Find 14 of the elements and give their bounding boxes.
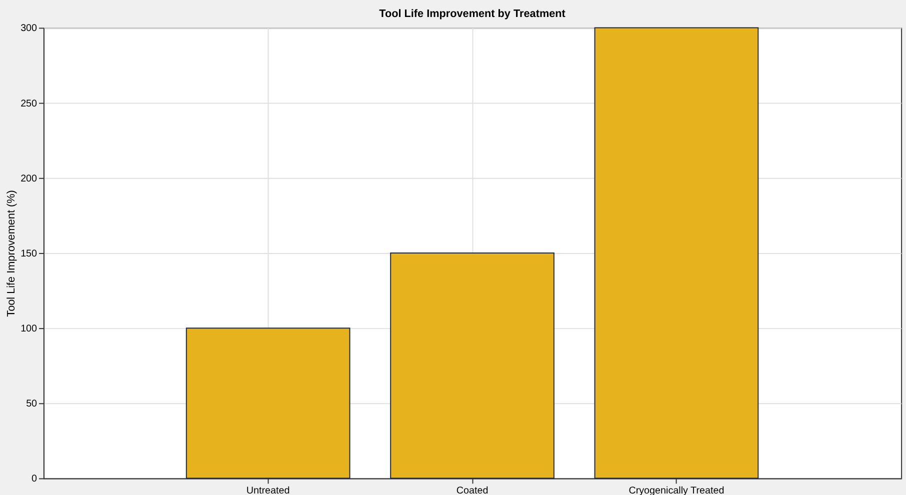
- y-tick-label: 250: [20, 98, 38, 110]
- y-tick-label: 100: [20, 324, 38, 335]
- y-tick-label: 300: [20, 23, 38, 34]
- bar: [390, 252, 554, 479]
- bar: [594, 27, 759, 479]
- x-tick-label: Untreated: [246, 486, 290, 495]
- y-axis-title: Tool Life Improvement (%): [6, 190, 18, 317]
- y-tick-label: 150: [20, 248, 38, 260]
- y-tick-label: 200: [20, 173, 38, 184]
- bar: [186, 328, 350, 479]
- chart-title: Tool Life Improvement by Treatment: [379, 8, 566, 20]
- x-tick-label: Coated: [456, 486, 488, 495]
- y-tick-label: 0: [32, 474, 38, 485]
- y-tick-label: 50: [26, 398, 38, 410]
